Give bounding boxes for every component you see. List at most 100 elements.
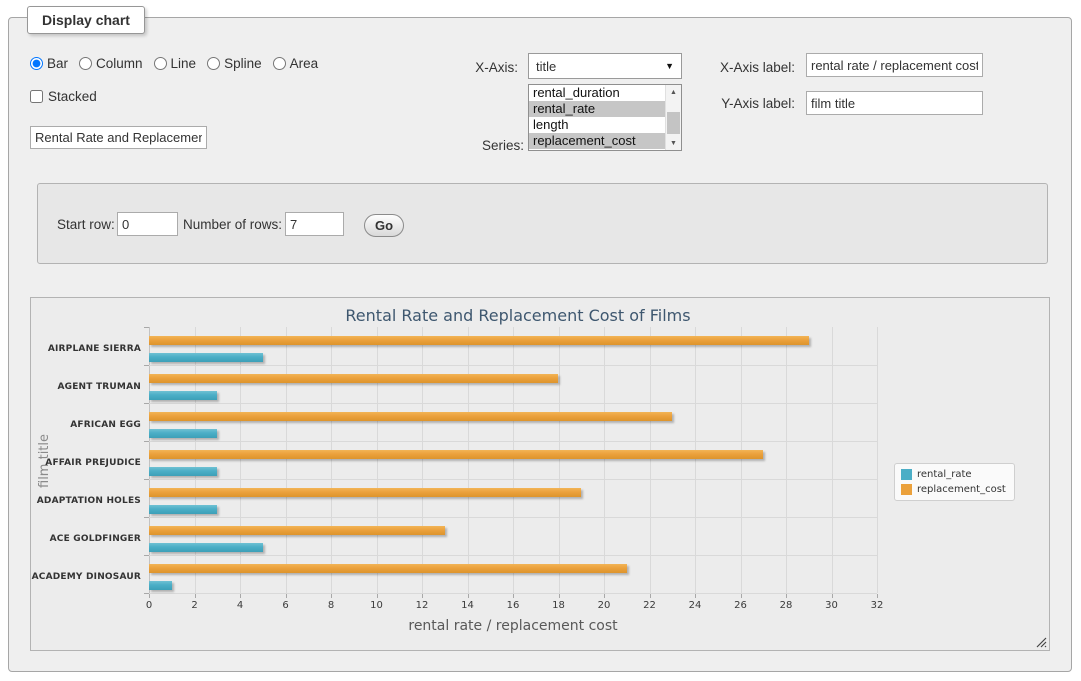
x-tickmark-22 xyxy=(650,594,651,598)
x-tick-label-28: 28 xyxy=(780,600,793,611)
legend-label-replacement_cost[interactable]: replacement_cost xyxy=(917,484,1006,495)
y-axis-label-caption: Y-Axis label: xyxy=(700,96,795,111)
bar-replacement-cost[interactable] xyxy=(149,488,581,497)
chart-type-label-area[interactable]: Area xyxy=(290,56,319,71)
start-row-input[interactable] xyxy=(117,212,178,236)
bar-replacement-cost[interactable] xyxy=(149,450,763,459)
start-row-label: Start row: xyxy=(57,217,115,232)
series-option-length[interactable]: length xyxy=(529,117,665,133)
chart-type-radio-group: Bar Column Line Spline Area xyxy=(30,56,318,71)
bar-rental-rate[interactable] xyxy=(149,581,172,590)
bar-rental-rate[interactable] xyxy=(149,391,217,400)
x-tickmark-16 xyxy=(513,594,514,598)
x-tick-label-0: 0 xyxy=(146,600,152,611)
x-tick-label-2: 2 xyxy=(191,600,197,611)
chart-type-label-bar[interactable]: Bar xyxy=(47,56,68,71)
chart-type-label-column[interactable]: Column xyxy=(96,56,143,71)
legend-item-rental_rate[interactable]: rental_rate xyxy=(901,469,1006,480)
x-tickmark-18 xyxy=(559,594,560,598)
legend-swatch-rental_rate xyxy=(901,469,912,480)
chart-type-label-spline[interactable]: Spline xyxy=(224,56,262,71)
bar-rental-rate[interactable] xyxy=(149,543,263,552)
stacked-checkbox-row[interactable]: Stacked xyxy=(30,89,97,104)
bar-replacement-cost[interactable] xyxy=(149,336,809,345)
x-axis-selected-value: title xyxy=(536,59,556,74)
y-axis-label-input[interactable] xyxy=(806,91,983,115)
chart-container: Rental Rate and Replacement Cost of Film… xyxy=(30,297,1050,651)
legend-label-rental_rate[interactable]: rental_rate xyxy=(917,469,972,480)
scroll-down-icon[interactable]: ▼ xyxy=(666,136,681,150)
x-axis-label-input[interactable] xyxy=(806,53,983,77)
scroll-up-icon[interactable]: ▲ xyxy=(666,85,681,99)
category-band: AFFAIR PREJUDICE xyxy=(149,441,877,479)
chart-type-radio-line[interactable] xyxy=(154,57,167,70)
series-option-replacement_cost[interactable]: replacement_cost xyxy=(529,133,665,149)
num-rows-label: Number of rows: xyxy=(183,217,282,232)
x-tickmark-26 xyxy=(741,594,742,598)
x-tick-label-26: 26 xyxy=(734,600,747,611)
series-option-rental_duration[interactable]: rental_duration xyxy=(529,85,665,101)
x-axis-select[interactable]: title ▼ xyxy=(528,53,682,79)
bar-replacement-cost[interactable] xyxy=(149,564,627,573)
category-label: ADAPTATION HOLES xyxy=(0,496,141,506)
x-tick-label-8: 8 xyxy=(328,600,334,611)
chart-type-radio-spline[interactable] xyxy=(207,57,220,70)
x-tick-label-12: 12 xyxy=(416,600,429,611)
chart-title-input[interactable] xyxy=(30,126,207,149)
chart-type-line[interactable]: Line xyxy=(154,56,197,71)
chart-type-radio-column[interactable] xyxy=(79,57,92,70)
x-tickmark-20 xyxy=(604,594,605,598)
y-tickmark-7 xyxy=(144,593,149,594)
legend-swatch-replacement_cost xyxy=(901,484,912,495)
stacked-checkbox[interactable] xyxy=(30,90,43,103)
gridline-y-7 xyxy=(149,593,877,594)
chart-title: Rental Rate and Replacement Cost of Film… xyxy=(31,306,1005,325)
x-tick-label-20: 20 xyxy=(598,600,611,611)
x-tick-label-30: 30 xyxy=(825,600,838,611)
chart-type-spline[interactable]: Spline xyxy=(207,56,262,71)
category-label: ACADEMY DINOSAUR xyxy=(0,572,141,582)
category-band: ADAPTATION HOLES xyxy=(149,479,877,517)
chart-type-column[interactable]: Column xyxy=(79,56,143,71)
chevron-down-icon: ▼ xyxy=(665,61,674,71)
x-tickmark-0 xyxy=(149,594,150,598)
x-tickmark-30 xyxy=(832,594,833,598)
resize-grip-icon[interactable] xyxy=(1036,637,1047,648)
bar-replacement-cost[interactable] xyxy=(149,412,672,421)
x-tick-label-4: 4 xyxy=(237,600,243,611)
bar-rental-rate[interactable] xyxy=(149,467,217,476)
bar-replacement-cost[interactable] xyxy=(149,526,445,535)
x-tick-label-18: 18 xyxy=(552,600,565,611)
bar-replacement-cost[interactable] xyxy=(149,374,558,383)
bar-rental-rate[interactable] xyxy=(149,505,217,514)
chart-legend: rental_rate replacement_cost xyxy=(894,463,1015,501)
chart-type-radio-bar[interactable] xyxy=(30,57,43,70)
category-band: ACADEMY DINOSAUR xyxy=(149,555,877,593)
x-tickmark-2 xyxy=(195,594,196,598)
x-tickmark-10 xyxy=(377,594,378,598)
num-rows-input[interactable] xyxy=(285,212,344,236)
chart-type-label-line[interactable]: Line xyxy=(171,56,197,71)
listbox-scrollbar[interactable]: ▲ ▼ xyxy=(665,85,681,150)
category-label: AFFAIR PREJUDICE xyxy=(0,458,141,468)
series-option-rental_rate[interactable]: rental_rate xyxy=(529,101,665,117)
gridline-x-32 xyxy=(877,327,878,593)
x-tickmark-14 xyxy=(468,594,469,598)
x-tick-label-24: 24 xyxy=(689,600,702,611)
bar-rental-rate[interactable] xyxy=(149,429,217,438)
go-button[interactable]: Go xyxy=(364,214,404,237)
legend-item-replacement_cost[interactable]: replacement_cost xyxy=(901,484,1006,495)
chart-type-bar[interactable]: Bar xyxy=(30,56,68,71)
x-tickmark-24 xyxy=(695,594,696,598)
fieldset-legend: Display chart xyxy=(27,6,145,34)
x-tick-label-32: 32 xyxy=(871,600,884,611)
x-tickmark-4 xyxy=(240,594,241,598)
bar-rental-rate[interactable] xyxy=(149,353,263,362)
series-listbox[interactable]: rental_durationrental_ratelengthreplacem… xyxy=(528,84,682,151)
category-label: AIRPLANE SIERRA xyxy=(0,344,141,354)
stacked-label[interactable]: Stacked xyxy=(48,89,97,104)
chart-type-radio-area[interactable] xyxy=(273,57,286,70)
x-tick-label-16: 16 xyxy=(507,600,520,611)
scrollbar-thumb[interactable] xyxy=(667,112,680,134)
chart-type-area[interactable]: Area xyxy=(273,56,319,71)
